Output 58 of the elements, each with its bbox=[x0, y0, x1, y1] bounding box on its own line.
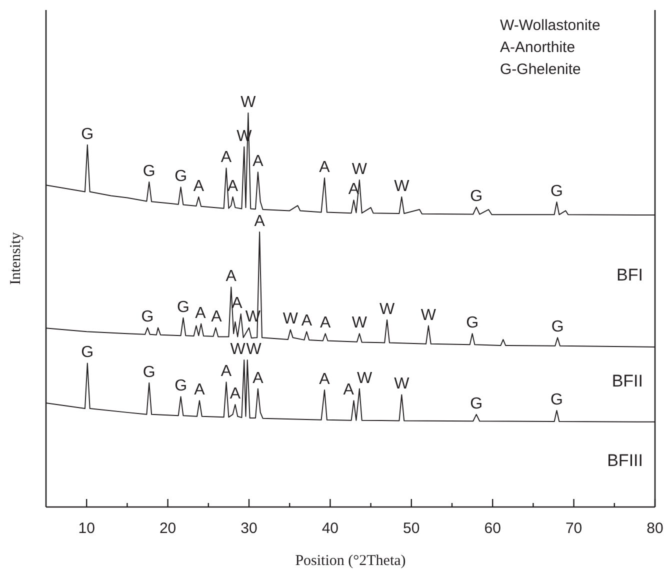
annotation: G bbox=[550, 391, 563, 408]
annotation: W bbox=[240, 94, 257, 111]
annotation: W bbox=[394, 178, 410, 195]
text: W-Wollastonite bbox=[500, 17, 600, 34]
annotation: G bbox=[177, 298, 190, 316]
annotation: A bbox=[252, 370, 264, 387]
annotation: G bbox=[142, 364, 156, 381]
x-tick-label: 60 bbox=[484, 520, 501, 537]
annotation: G bbox=[142, 162, 156, 180]
text: BFI bbox=[616, 265, 643, 284]
annotation: A bbox=[301, 312, 312, 330]
annotation: W bbox=[246, 341, 262, 358]
annotation: G bbox=[551, 318, 564, 336]
annotation: A bbox=[230, 386, 241, 403]
annotation: A bbox=[343, 382, 354, 399]
text: G-Ghelenite bbox=[500, 61, 581, 78]
annotation: G bbox=[470, 395, 483, 412]
x-tick-label: 10 bbox=[78, 520, 95, 537]
annotation: W bbox=[230, 341, 246, 358]
annotation: A bbox=[195, 304, 206, 322]
x-tick-label: 20 bbox=[159, 520, 176, 537]
annotation: G bbox=[470, 188, 483, 206]
annotation: A bbox=[220, 363, 232, 380]
series-label: BFII bbox=[612, 372, 643, 391]
annotation: G bbox=[81, 126, 94, 143]
annotation: G bbox=[174, 378, 188, 395]
annotation: W bbox=[352, 160, 368, 178]
annotation: W bbox=[352, 314, 368, 332]
annotation: W bbox=[282, 310, 299, 328]
annotation: G bbox=[550, 183, 563, 200]
series-label: BFIII bbox=[607, 451, 643, 470]
x-tick-label: 70 bbox=[565, 520, 582, 537]
annotation: G bbox=[466, 314, 479, 332]
x-tick-label: 80 bbox=[646, 520, 664, 537]
annotation: W bbox=[420, 306, 437, 324]
x-tick-label: 50 bbox=[403, 520, 420, 537]
annotation: A bbox=[319, 370, 330, 388]
annotation: G bbox=[141, 308, 154, 326]
annotation: W bbox=[379, 300, 396, 318]
annotation: A bbox=[227, 178, 238, 195]
x-tick-label: 30 bbox=[240, 520, 258, 537]
x-axis-title: Position (°2Theta) bbox=[295, 553, 406, 569]
annotation: W bbox=[357, 370, 374, 387]
annotation: A bbox=[193, 178, 204, 195]
annotation: G bbox=[174, 168, 188, 186]
annotation: A bbox=[211, 308, 222, 326]
annotation: A bbox=[254, 212, 266, 230]
x-tick-label: 40 bbox=[322, 520, 339, 537]
y-axis-title: Intensity bbox=[8, 232, 24, 285]
annotation: A bbox=[220, 149, 232, 166]
annotation: G bbox=[81, 344, 94, 362]
annotation: W bbox=[394, 376, 410, 393]
annotation: A bbox=[320, 314, 331, 332]
annotation: A bbox=[319, 159, 330, 176]
annotation: A bbox=[252, 153, 264, 170]
annotation: A bbox=[226, 268, 237, 286]
text: A-Anorthite bbox=[500, 39, 576, 56]
annotation: A bbox=[194, 382, 206, 399]
